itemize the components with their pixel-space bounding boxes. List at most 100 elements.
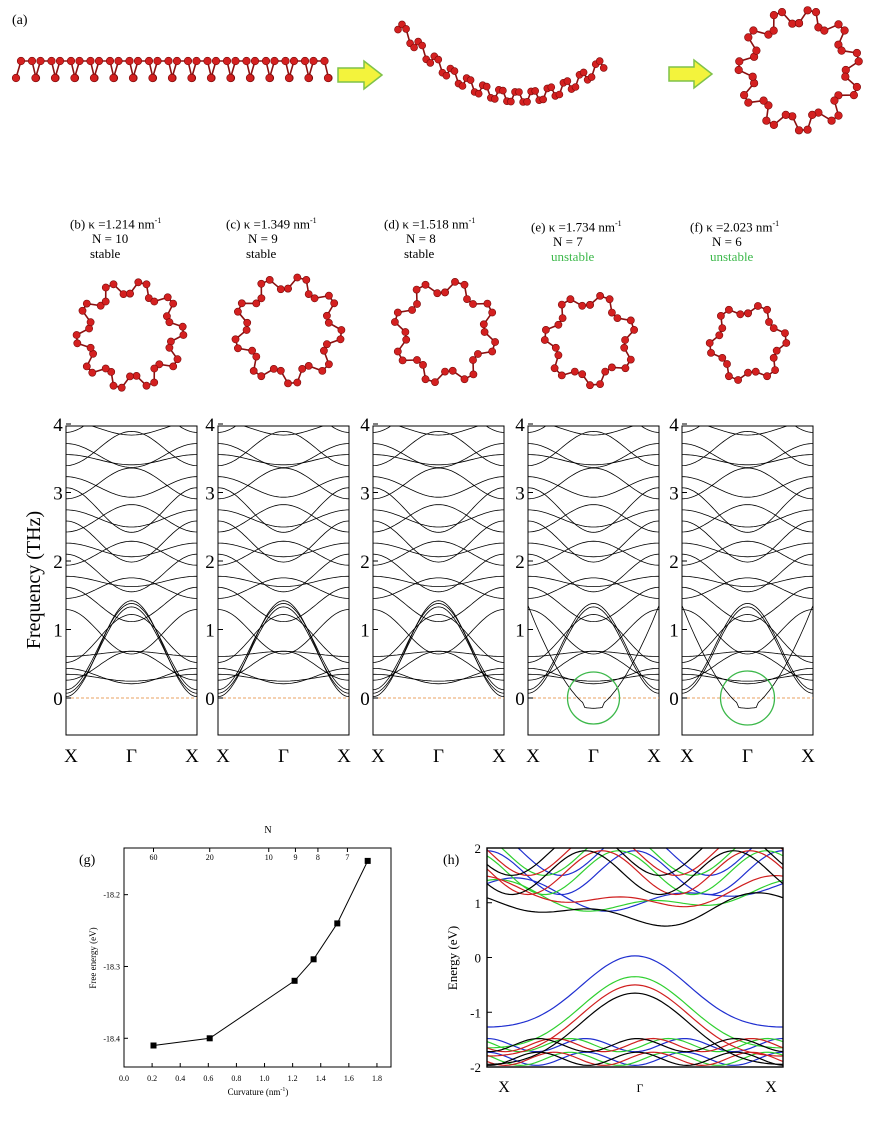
phonon-band bbox=[373, 606, 504, 694]
atom bbox=[849, 90, 859, 100]
atom bbox=[769, 120, 779, 129]
phonon-band bbox=[66, 586, 197, 623]
atom bbox=[304, 361, 313, 370]
atom bbox=[402, 25, 410, 33]
atom bbox=[284, 284, 292, 293]
atom bbox=[769, 353, 778, 362]
phonon-band bbox=[66, 476, 197, 498]
ring-structure-e bbox=[540, 291, 638, 390]
atom bbox=[570, 367, 579, 376]
atom bbox=[337, 326, 346, 334]
phonon-band bbox=[682, 520, 813, 563]
curvature-exponent: -1 bbox=[468, 216, 476, 225]
phonon-band bbox=[373, 542, 504, 558]
atom bbox=[834, 20, 843, 29]
phonon-band bbox=[682, 504, 813, 533]
g-point bbox=[364, 857, 371, 864]
atom bbox=[126, 372, 134, 381]
atom bbox=[759, 96, 768, 105]
bond-path bbox=[234, 276, 343, 385]
y-tick-label: 4 bbox=[205, 415, 215, 436]
atom bbox=[96, 301, 105, 310]
atom bbox=[320, 56, 329, 66]
atom bbox=[744, 98, 753, 107]
atom bbox=[596, 291, 604, 300]
atom bbox=[830, 96, 839, 105]
band-red bbox=[487, 850, 783, 896]
ring-structure-c bbox=[231, 273, 346, 388]
phonon-band bbox=[218, 577, 349, 599]
phonon-band bbox=[706, 426, 789, 436]
y-tick-label: 0 bbox=[669, 689, 679, 710]
h-x-tick-label: Γ bbox=[637, 1081, 644, 1095]
g-x-tick-label: 0.2 bbox=[147, 1074, 157, 1083]
phonon-band bbox=[682, 553, 813, 593]
ring-structures bbox=[72, 273, 791, 392]
phonon-band bbox=[682, 487, 813, 533]
phonon-band bbox=[682, 509, 813, 528]
atom bbox=[621, 364, 630, 373]
phonon-band bbox=[528, 606, 659, 694]
phonon-band bbox=[682, 668, 813, 685]
atom bbox=[75, 56, 84, 66]
phonon-band bbox=[218, 603, 349, 691]
atom bbox=[410, 43, 418, 52]
x-tick-label: Γ bbox=[126, 746, 137, 767]
atom bbox=[150, 378, 159, 387]
phonon-frame bbox=[372, 425, 505, 736]
phonon-band bbox=[682, 609, 813, 655]
phonon-band bbox=[528, 603, 659, 691]
y-tick-label: 2 bbox=[515, 552, 525, 573]
y-tick-label: 4 bbox=[53, 415, 63, 436]
phonon-band bbox=[373, 443, 504, 468]
atom bbox=[125, 56, 134, 66]
phonon-band bbox=[373, 577, 504, 599]
atom bbox=[94, 56, 104, 66]
y-tick-label: 2 bbox=[53, 552, 63, 573]
g-top-tick-label: 20 bbox=[206, 853, 214, 862]
h-y-tick-label: -2 bbox=[470, 1060, 481, 1075]
atom bbox=[781, 110, 790, 119]
atom bbox=[837, 46, 846, 55]
y-tick-label: 3 bbox=[515, 484, 525, 505]
h-x-tick-label: X bbox=[765, 1079, 777, 1096]
atom bbox=[744, 33, 753, 42]
atom bbox=[298, 364, 307, 373]
phonon-band bbox=[373, 603, 504, 691]
atom bbox=[270, 56, 279, 66]
phonon-band bbox=[682, 443, 813, 468]
ring-unit-count: N = 7 bbox=[553, 234, 583, 250]
atom bbox=[133, 56, 143, 66]
atom bbox=[237, 299, 246, 308]
atom bbox=[304, 290, 313, 298]
phonon-band bbox=[373, 467, 504, 500]
atom bbox=[233, 307, 242, 316]
atom bbox=[852, 82, 862, 92]
band-red bbox=[487, 848, 783, 877]
phonon-band bbox=[66, 606, 197, 694]
atom bbox=[550, 364, 559, 373]
phonon-band bbox=[373, 553, 504, 593]
atom bbox=[243, 318, 252, 327]
phonon-bands bbox=[66, 426, 197, 697]
phonon-band bbox=[218, 600, 349, 697]
phonon-band bbox=[373, 454, 504, 466]
band-blue bbox=[487, 877, 783, 912]
atom bbox=[451, 277, 459, 286]
atom bbox=[725, 372, 733, 381]
y-tick-label: 1 bbox=[515, 621, 525, 642]
atom bbox=[114, 56, 123, 66]
atom bbox=[723, 360, 731, 368]
phonon-band bbox=[66, 426, 197, 433]
atom bbox=[401, 328, 410, 336]
atom bbox=[827, 116, 836, 125]
atom bbox=[164, 56, 173, 66]
phonon-band bbox=[373, 540, 504, 566]
g-point bbox=[206, 1035, 213, 1042]
panel-letter: (b) bbox=[70, 216, 89, 232]
phonon-band bbox=[218, 651, 349, 657]
atom bbox=[165, 318, 174, 327]
phonon-bands bbox=[682, 426, 813, 709]
atom bbox=[109, 73, 118, 83]
y-tick-label: 1 bbox=[53, 621, 63, 642]
